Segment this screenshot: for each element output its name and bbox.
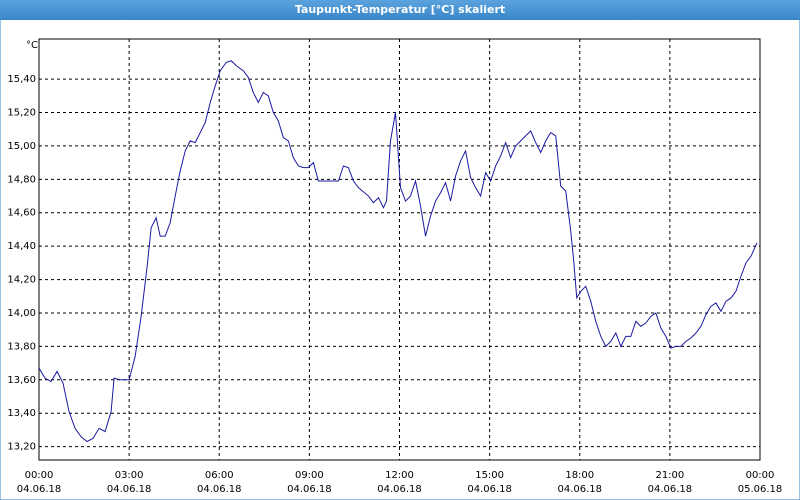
- x-tick-label: 03:00: [115, 470, 144, 481]
- x-tick-date: 04.06.18: [17, 484, 62, 495]
- data-line: [38, 60, 758, 443]
- y-tick-label: 14,00: [7, 308, 36, 319]
- x-tick-label: 09:00: [295, 470, 324, 481]
- y-tick-label: 14,40: [7, 241, 36, 252]
- y-tick-label: 15,00: [7, 141, 36, 152]
- x-tick-date: 04.06.18: [557, 484, 602, 495]
- y-tick-label: 14,20: [7, 275, 36, 286]
- x-tick-label: 00:00: [746, 470, 775, 481]
- y-tick-label: 15,40: [7, 74, 36, 85]
- y-tick-label: 13,20: [7, 442, 36, 453]
- x-tick-label: 12:00: [385, 470, 414, 481]
- y-tick-label: 13,40: [7, 408, 36, 419]
- x-tick-label: 06:00: [205, 470, 234, 481]
- x-tick-label: 21:00: [655, 470, 684, 481]
- x-tick-label: 15:00: [475, 470, 504, 481]
- title-bar: [0, 0, 800, 20]
- y-tick-label: 14,80: [7, 174, 36, 185]
- x-tick-date: 05.06.18: [738, 484, 783, 495]
- y-tick-label: 13,60: [7, 375, 36, 386]
- x-tick-date: 04.06.18: [287, 484, 332, 495]
- x-tick-date: 04.06.18: [377, 484, 422, 495]
- x-tick-date: 04.06.18: [648, 484, 693, 495]
- x-tick-date: 04.06.18: [197, 484, 242, 495]
- chart-title: Taupunkt-Temperatur [°C] skaliert: [295, 3, 505, 16]
- x-tick-label: 18:00: [565, 470, 594, 481]
- y-unit-label: °C: [26, 40, 38, 51]
- x-tick-date: 04.06.18: [107, 484, 152, 495]
- y-tick-label: 15,20: [7, 108, 36, 119]
- y-tick-label: 13,80: [7, 341, 36, 352]
- y-tick-label: 14,60: [7, 208, 36, 219]
- x-tick-date: 04.06.18: [467, 484, 512, 495]
- x-tick-label: 00:00: [25, 470, 54, 481]
